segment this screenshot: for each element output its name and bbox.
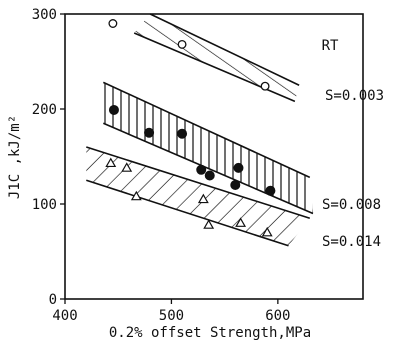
point-filled-circle-1 [108, 104, 119, 115]
annotation-rt: RT [322, 38, 339, 54]
annotation-s0003: S=0.003 [325, 88, 384, 104]
point-open-circle-2 [177, 39, 187, 49]
point-open-triangle-4 [197, 193, 209, 204]
band-upper-line-3 [86, 146, 311, 220]
y-tick-label: 100 [32, 197, 57, 213]
x-axis-ticks: 400 500 600 [52, 299, 291, 324]
band-lower-line-1 [133, 32, 296, 103]
band-fill-2 [103, 82, 313, 214]
point-open-triangle-1 [105, 157, 117, 168]
y-axis-ticks: 0 100 200 300 [32, 7, 65, 308]
band-lower-line-3 [86, 179, 289, 247]
confidence-bands [86, 13, 314, 247]
point-open-triangle-2 [121, 162, 133, 172]
band-upper-line-2 [102, 81, 311, 179]
point-filled-circle-2 [144, 127, 155, 138]
point-open-triangle-3 [130, 190, 142, 201]
annotation-s0014: S=0.014 [322, 234, 381, 250]
point-filled-circle-3 [177, 128, 188, 139]
point-filled-circle-5 [204, 170, 215, 181]
y-tick-label: 0 [49, 292, 57, 308]
point-filled-circle-7 [233, 162, 244, 173]
y-tick-label: 300 [32, 7, 57, 23]
band-lower-line-2 [102, 122, 314, 215]
x-tick-label: 400 [52, 308, 77, 324]
x-tick-label: 500 [159, 308, 184, 324]
point-filled-circle-6 [230, 180, 241, 190]
plot-frame [64, 13, 364, 300]
point-open-triangle-6 [235, 217, 247, 227]
band-fill-3 [86, 147, 310, 246]
point-filled-circle-8 [265, 185, 276, 196]
y-tick-label: 200 [32, 102, 57, 118]
point-filled-circle-4 [196, 164, 207, 175]
data-points [105, 19, 276, 237]
point-open-triangle-7 [261, 226, 273, 237]
point-open-triangle-5 [203, 219, 215, 229]
band-fill-1 [134, 14, 300, 102]
annotation-s0008: S=0.008 [322, 197, 381, 213]
point-open-circle-3 [260, 81, 270, 91]
x-axis-label: 0.2% offset Strength,MPa [109, 325, 311, 341]
y-axis-label: J1C ,kJ/m² [7, 115, 23, 199]
point-open-circle-1 [108, 19, 118, 28]
x-tick-label: 600 [265, 308, 290, 324]
band-upper-line-1 [149, 13, 300, 86]
